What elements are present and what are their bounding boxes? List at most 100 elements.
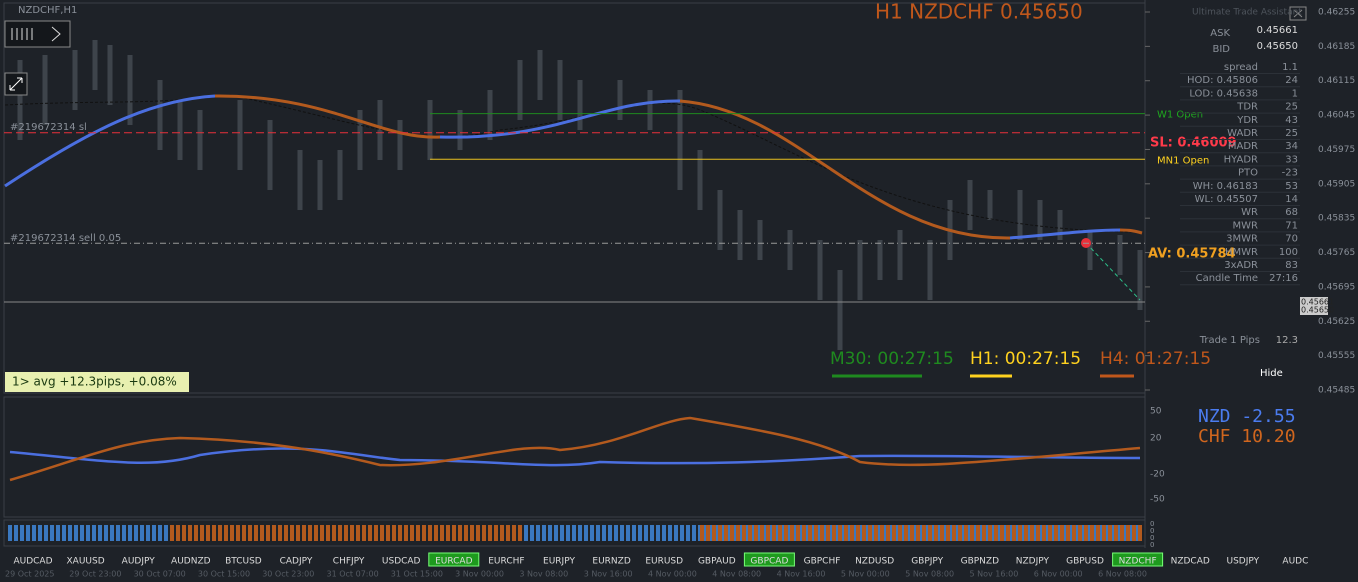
tab-active[interactable] xyxy=(1112,552,1164,567)
strip-tick: 0 xyxy=(1150,541,1154,549)
price-tick-label: 0.46185 xyxy=(1318,42,1355,52)
strip-tick: 0 xyxy=(1150,527,1154,535)
candles xyxy=(17,40,1143,350)
close-icon xyxy=(1293,9,1303,18)
ma-up xyxy=(4,94,216,188)
time-label: 6 Nov 08:00 xyxy=(1098,570,1147,579)
tab-active[interactable] xyxy=(743,552,795,567)
close-button[interactable] xyxy=(1289,6,1307,21)
panel-label: HYADR xyxy=(1224,154,1258,165)
tab[interactable]: CHFJPY xyxy=(333,557,365,567)
tab[interactable]: GBPUSD xyxy=(1066,557,1104,567)
price-tick-label: 0.46255 xyxy=(1318,8,1355,18)
time-label: 4 Nov 08:00 xyxy=(712,570,761,579)
main-chart xyxy=(3,2,1146,394)
tab[interactable]: EURUSD xyxy=(645,557,683,567)
tab-active[interactable] xyxy=(428,552,480,567)
panel-label: MWR xyxy=(1233,220,1259,231)
price-tick-label: 0.46045 xyxy=(1318,111,1355,121)
time-label: 4 Nov 00:00 xyxy=(648,570,697,579)
time-label: 31 Oct 07:00 xyxy=(327,570,379,579)
time-label: 5 Nov 08:00 xyxy=(905,570,954,579)
timer: H4: 01:27:15 xyxy=(1100,349,1211,369)
ma-up xyxy=(439,99,681,139)
tab[interactable]: AUDNZD xyxy=(171,557,211,567)
time-label: 6 Nov 00:00 xyxy=(1034,570,1083,579)
tab[interactable]: AUDJPY xyxy=(122,557,156,567)
tab[interactable]: NZDJPY xyxy=(1016,557,1050,567)
price-tick-label: 0.45765 xyxy=(1318,248,1355,258)
panel-label: WADR xyxy=(1227,128,1258,139)
time-label: 30 Oct 07:00 xyxy=(134,570,186,579)
chf-line xyxy=(9,416,1141,482)
price-tick-label: 0.45625 xyxy=(1318,317,1355,327)
headline: H1 NZDCHF 0.45650 xyxy=(875,0,1083,24)
ma-up xyxy=(1009,228,1121,240)
tab[interactable]: XAUUSD xyxy=(67,557,105,567)
panel-value: -23 xyxy=(1282,168,1298,179)
panel-value: 34 xyxy=(1285,141,1298,152)
tab[interactable]: GBPCHF xyxy=(804,557,841,567)
panel-label: 3MWR xyxy=(1226,234,1258,245)
time-label: 5 Nov 16:00 xyxy=(970,570,1019,579)
tab[interactable]: BTCUSD xyxy=(225,557,262,567)
time-label: 3 Nov 00:00 xyxy=(455,570,504,579)
trade-line xyxy=(1085,242,1141,301)
tab[interactable]: CADJPY xyxy=(280,557,313,567)
mn1-open-label: MN1 Open xyxy=(1157,155,1209,166)
panel-value: 100 xyxy=(1279,247,1298,258)
price-tick-label: 0.45905 xyxy=(1318,179,1355,189)
bid-label: BID xyxy=(1212,44,1230,55)
panel-value: 70 xyxy=(1285,234,1298,245)
price-tick-label: 0.45555 xyxy=(1318,351,1355,361)
order-sell: #219672314 sell 0.05 xyxy=(10,233,121,244)
bid: 0.45650 xyxy=(1257,41,1298,52)
tab[interactable]: NZDCAD xyxy=(1171,557,1210,567)
tab[interactable]: EURCHF xyxy=(488,557,524,567)
bid-tag: 0.45650 xyxy=(1301,306,1334,315)
panel-value: 25 xyxy=(1285,102,1298,113)
tab[interactable]: GBPCAD xyxy=(750,557,788,567)
tab[interactable]: GBPJPY xyxy=(911,557,943,567)
price-tick-label: 0.45835 xyxy=(1318,214,1355,224)
tab[interactable]: USDCAD xyxy=(382,557,421,567)
tab[interactable]: NZDUSD xyxy=(855,557,894,567)
time-label: 30 Oct 23:00 xyxy=(262,570,314,579)
sl-label: SL: 0.46009 xyxy=(1150,135,1237,150)
tab[interactable]: EURCAD xyxy=(435,557,473,567)
ma-down xyxy=(214,94,441,139)
time-label: 5 Nov 00:00 xyxy=(841,570,890,579)
strength-tick: -20 xyxy=(1150,470,1165,480)
tab[interactable]: EURJPY xyxy=(543,557,575,567)
panel-value: 27:16 xyxy=(1269,273,1298,284)
panel-label: WH: 0.46183 xyxy=(1193,181,1258,192)
time-label: 29 Oct 2025 xyxy=(5,570,54,579)
tab[interactable]: NZDCHF xyxy=(1119,557,1157,567)
menu-button[interactable] xyxy=(4,20,71,48)
strength-tick: -50 xyxy=(1150,495,1165,505)
ask: 0.45661 xyxy=(1257,25,1298,36)
panel-label: spread xyxy=(1224,62,1258,73)
tab[interactable]: USDJPY xyxy=(1226,557,1259,567)
chf-strength: CHF 10.20 xyxy=(1198,426,1296,447)
hide-button[interactable]: Hide xyxy=(1260,368,1283,379)
nzd-line xyxy=(9,447,1141,467)
panel-value: 14 xyxy=(1285,194,1298,205)
tab[interactable]: GBPNZD xyxy=(961,557,999,567)
trade-label: Trade 1 Pips xyxy=(1199,335,1260,346)
price-tick-label: 0.45485 xyxy=(1318,386,1355,396)
strength-tick: 50 xyxy=(1150,407,1162,417)
tab[interactable]: AUDCAD xyxy=(13,557,52,567)
tab[interactable]: EURNZD xyxy=(592,557,630,567)
panel-value: 24 xyxy=(1285,75,1298,86)
order-sl: #219672314 sl xyxy=(10,122,87,133)
panel-value: 83 xyxy=(1285,260,1298,271)
price-tick-label: 0.45695 xyxy=(1318,282,1355,292)
tab[interactable]: AUDC xyxy=(1282,557,1308,567)
ask-tag: 0.45661 xyxy=(1301,298,1334,307)
price-tick-label: 0.46115 xyxy=(1318,76,1355,86)
time-label: 29 Oct 23:00 xyxy=(69,570,121,579)
tab[interactable]: GBPAUD xyxy=(698,557,736,567)
ask-label: ASK xyxy=(1210,28,1230,39)
